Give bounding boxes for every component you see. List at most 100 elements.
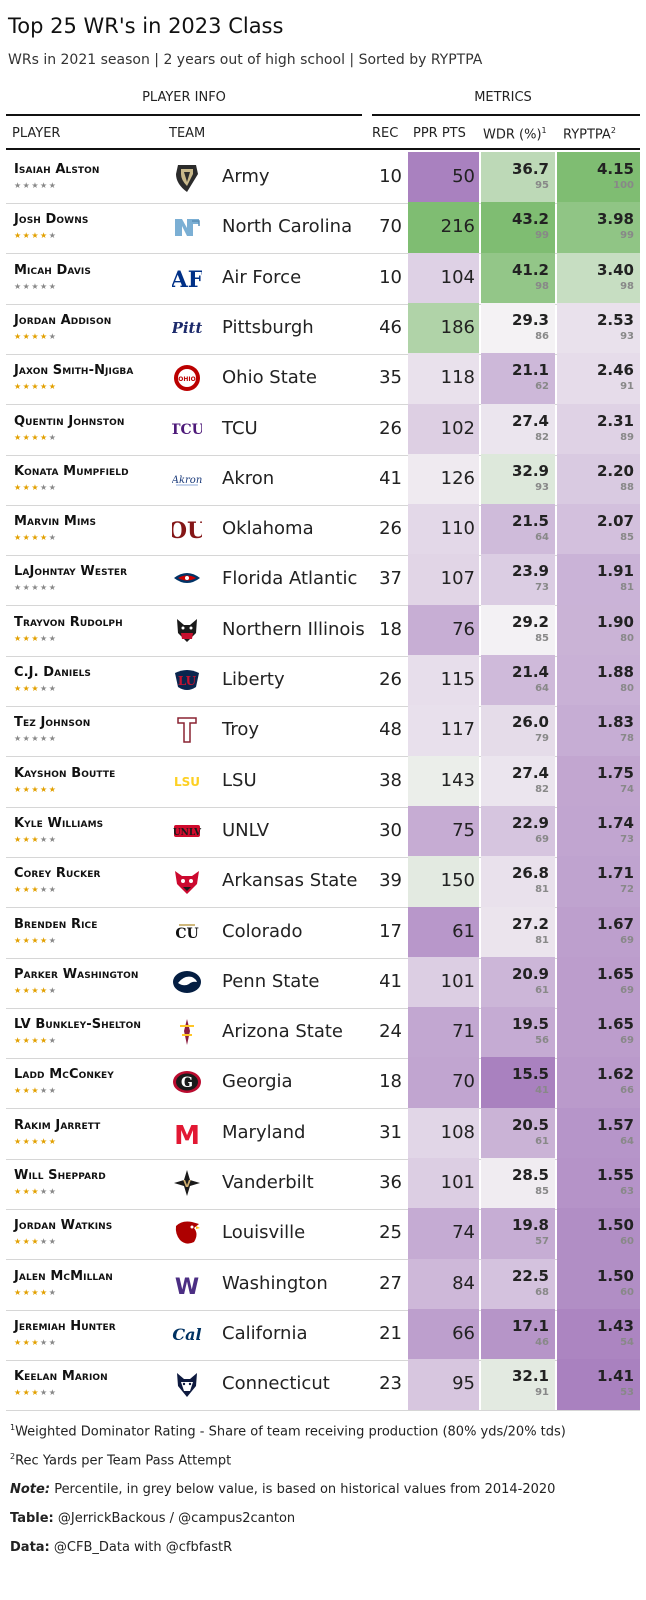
wdr-percentile: 56: [535, 1035, 549, 1047]
ryptpa-value: 1.50: [596, 1216, 634, 1235]
wdr-cell: 27.4 82: [481, 755, 555, 807]
ppr-value: 71: [452, 1021, 475, 1043]
ryptpa-percentile: 69: [620, 934, 634, 946]
svg-text:OU: OU: [172, 518, 202, 544]
wdr-cell: 27.4 82: [481, 403, 555, 455]
wdr-value: 32.1: [511, 1367, 549, 1386]
table-row: 150 26.8 81 1.71 72 Corey Rucker ★★★★★ Arkansas…: [6, 856, 640, 909]
wdr-percentile: 93: [535, 481, 549, 493]
star-empty-icon: ★: [22, 583, 32, 593]
star-empty-icon: ★: [48, 331, 58, 341]
star-filled-icon: ★: [48, 382, 58, 392]
player-name: Micah Davis: [14, 262, 91, 278]
ppr-column-header: PPR PTS: [413, 126, 466, 141]
footnote-2-text: Rec Yards per Team Pass Attempt: [15, 1453, 232, 1469]
star-filled-icon: ★: [31, 1136, 41, 1146]
wdr-value: 26.8: [511, 864, 549, 883]
wdr-cell: 26.0 79: [481, 705, 555, 757]
table-row: 95 32.1 91 1.41 53 Keelan Marion ★★★★★ Connecti…: [6, 1359, 640, 1412]
star-filled-icon: ★: [14, 784, 23, 794]
ryptpa-value: 1.67: [596, 914, 634, 933]
wdr-percentile: 61: [535, 1135, 549, 1147]
ppr-cell: 101: [408, 956, 479, 1008]
wdr-value: 29.2: [511, 612, 549, 631]
ryptpa-value: 2.46: [596, 361, 634, 380]
ryptpa-percentile: 80: [620, 683, 634, 694]
star-filled-icon: ★: [31, 382, 41, 392]
wdr-percentile: 86: [535, 330, 549, 342]
wdr-value: 21.4: [511, 663, 549, 681]
star-filled-icon: ★: [31, 885, 41, 895]
recruit-stars: ★★★★★: [14, 1338, 57, 1347]
star-filled-icon: ★: [14, 231, 23, 241]
wdr-cell: 29.2 85: [481, 604, 555, 656]
wdr-value: 20.5: [511, 1115, 549, 1134]
lsu-logo-icon: LSU: [172, 766, 202, 796]
wdr-cell: 21.1 62: [481, 353, 555, 405]
ryptpa-cell: 1.65 69: [557, 956, 640, 1008]
rec-value: 18: [379, 1071, 402, 1093]
star-empty-icon: ★: [40, 1086, 49, 1096]
wdr-percentile: 68: [535, 1286, 549, 1298]
star-filled-icon: ★: [22, 1337, 32, 1347]
wdr-value: 27.2: [511, 914, 549, 933]
ppr-value: 74: [452, 1222, 475, 1244]
troy-logo-icon: [172, 715, 202, 745]
team-name: Maryland: [222, 1121, 306, 1143]
wdr-cell: 21.5 64: [481, 504, 555, 556]
table-row: 101 28.5 85 1.55 63 Will Sheppard ★★★★★ V Vander…: [6, 1158, 640, 1210]
svg-text:M: M: [174, 1121, 200, 1148]
chart-title: Top 25 WR's in 2023 Class: [8, 14, 284, 38]
player-info-rule: [6, 114, 362, 116]
ppr-cell: 115: [408, 655, 479, 706]
ppr-cell: 143: [408, 755, 479, 807]
star-filled-icon: ★: [31, 633, 41, 643]
recruit-stars: ★★★★★: [14, 533, 57, 542]
star-empty-icon: ★: [14, 181, 23, 190]
svg-text:Akron: Akron: [172, 475, 202, 486]
star-filled-icon: ★: [14, 432, 23, 442]
wdr-percentile: 64: [535, 532, 549, 544]
wdr-percentile: 64: [535, 683, 549, 694]
footnote-1: 1Weighted Dominator Rating - Share of te…: [10, 1423, 566, 1439]
svg-text:OHIO: OHIO: [178, 376, 195, 383]
recruit-stars: ★★★★★: [14, 1187, 57, 1196]
ppr-value: 70: [452, 1071, 475, 1093]
star-empty-icon: ★: [31, 181, 41, 190]
wdr-percentile: 81: [535, 884, 549, 896]
star-empty-icon: ★: [48, 633, 58, 643]
star-filled-icon: ★: [40, 1036, 49, 1046]
star-filled-icon: ★: [31, 985, 41, 995]
star-empty-icon: ★: [14, 281, 23, 291]
ppr-cell: 50: [408, 152, 479, 203]
team-name: LSU: [222, 769, 257, 791]
ppr-cell: 118: [408, 353, 479, 405]
ryptpa-cell: 1.88 80: [557, 655, 640, 706]
ryptpa-value: 1.41: [596, 1367, 634, 1386]
wdr-cell: 28.5 85: [481, 1158, 555, 1209]
akron-logo-icon: Akron: [171, 464, 203, 494]
team-name: TCU: [222, 417, 258, 439]
star-empty-icon: ★: [40, 181, 49, 190]
table-row: 74 19.8 57 1.50 60 Jordan Watkins ★★★★★ Louisvi…: [6, 1208, 640, 1261]
rec-value: 48: [379, 719, 402, 741]
player-name: Kayshon Boutte: [14, 765, 116, 781]
wdr-cell: 20.5 61: [481, 1107, 555, 1159]
ppr-value: 108: [440, 1121, 475, 1143]
maryland-logo-icon: M: [172, 1118, 202, 1151]
table-row: 61 27.2 81 1.67 69 Brenden Rice ★★★★★ CU Colorad…: [6, 906, 640, 959]
star-empty-icon: ★: [48, 734, 58, 744]
wdr-percentile: 57: [535, 1236, 549, 1248]
wdr-cell: 41.2 98: [481, 252, 555, 304]
ryptpa-cell: 3.40 98: [557, 252, 640, 304]
wdr-value: 41.2: [511, 260, 549, 279]
star-filled-icon: ★: [31, 1337, 41, 1347]
ryptpa-cell: 1.50 60: [557, 1208, 640, 1260]
star-filled-icon: ★: [22, 231, 32, 241]
ppr-value: 143: [440, 769, 475, 791]
player-name: Konata Mumpfield: [14, 463, 129, 479]
rec-value: 24: [379, 1021, 402, 1043]
wdr-value: 29.3: [511, 310, 549, 329]
wdr-cell: 43.2 99: [481, 202, 555, 254]
svg-text:TCU: TCU: [172, 422, 202, 438]
